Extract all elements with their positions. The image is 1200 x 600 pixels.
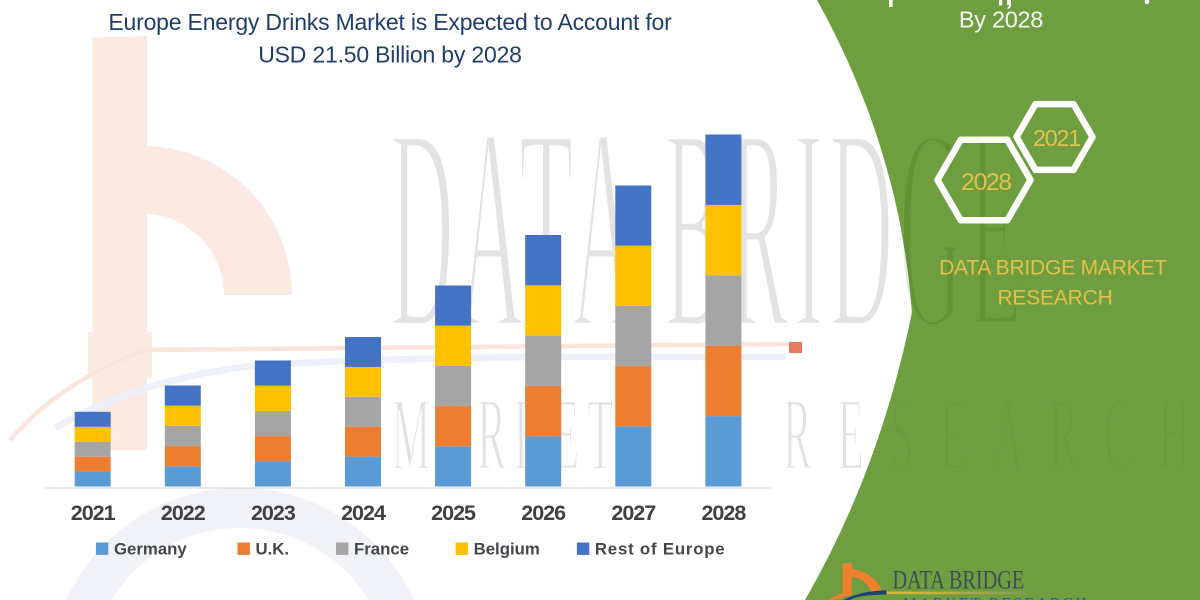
svg-text:2023: 2023 xyxy=(251,501,296,525)
svg-text:Belgium: Belgium xyxy=(474,540,540,559)
svg-text:2026: 2026 xyxy=(521,501,566,525)
svg-text:Rest of Europe: Rest of Europe xyxy=(595,540,726,559)
svg-text:2028: 2028 xyxy=(961,169,1011,196)
svg-text:2028: 2028 xyxy=(701,501,746,525)
svg-text:2024: 2024 xyxy=(341,501,386,525)
svg-text:By 2028: By 2028 xyxy=(959,7,1043,33)
svg-text:France: France xyxy=(354,540,409,559)
svg-text:2022: 2022 xyxy=(161,501,206,525)
svg-text:DATA BRIDGE: DATA BRIDGE xyxy=(893,566,1025,595)
svg-text:Germany: Germany xyxy=(114,540,187,559)
svg-text:USD 21.50 Billion by 2028: USD 21.50 Billion by 2028 xyxy=(258,41,522,67)
svg-text:2021: 2021 xyxy=(71,501,116,525)
svg-text:2021: 2021 xyxy=(1033,125,1080,151)
svg-text:2027: 2027 xyxy=(611,501,656,525)
svg-text:2025: 2025 xyxy=(431,501,476,525)
svg-text:U.K.: U.K. xyxy=(256,540,290,559)
svg-text:Europe Energy Drinks Market is: Europe Energy Drinks Market is Expected … xyxy=(108,9,672,35)
svg-text:MARKET RESEARCH: MARKET RESEARCH xyxy=(903,596,1089,600)
svg-text:RESEARCH: RESEARCH xyxy=(997,287,1112,310)
svg-text:DATA BRIDGE MARKET: DATA BRIDGE MARKET xyxy=(939,257,1167,280)
svg-text:MARKET: MARKET xyxy=(392,378,622,493)
